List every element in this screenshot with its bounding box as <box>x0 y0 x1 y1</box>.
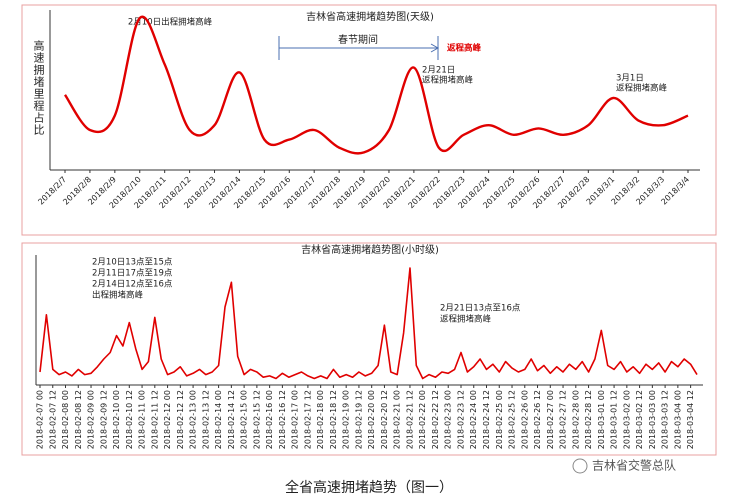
x-tick-label: 2018-02-22 00 <box>418 390 427 449</box>
x-tick-label: 2018-02-18 12 <box>329 390 338 449</box>
watermark-icon <box>572 458 588 474</box>
x-tick-label: 2018-02-12 00 <box>163 390 172 449</box>
annotation: 2月11日17点至19点 <box>92 269 173 279</box>
x-tick-label: 2018-02-26 00 <box>520 390 529 449</box>
x-tick-label: 2018-02-13 12 <box>201 390 210 449</box>
annotation: 春节期间 <box>338 33 378 46</box>
annotation: 返程高峰 <box>447 43 482 54</box>
x-tick-label: 2018-02-23 00 <box>444 390 453 449</box>
x-tick-label: 2018-02-09 00 <box>87 390 96 449</box>
x-tick-label: 2018-02-19 00 <box>342 390 351 449</box>
x-tick-label: 2018-02-13 00 <box>189 390 198 449</box>
x-tick-label: 2018-02-24 00 <box>469 390 478 449</box>
x-tick-label: 2018-03-03 00 <box>648 390 657 449</box>
x-tick-label: 2018-02-16 00 <box>265 390 274 449</box>
annotation: 返程拥堵高峰 <box>422 75 474 86</box>
x-tick-label: 2018-02-28 00 <box>571 390 580 449</box>
y-axis-label: 高速拥堵里程占比 <box>32 39 45 136</box>
annotation: 返程拥堵高峰 <box>616 83 668 94</box>
x-tick-label: 2018-02-22 12 <box>431 390 440 449</box>
annotation: 2月21日 <box>422 66 455 76</box>
x-tick-label: 2018-03-04 12 <box>686 390 695 449</box>
x-tick-label: 2018-02-17 12 <box>303 390 312 449</box>
x-tick-label: 2018-02-09 12 <box>99 390 108 449</box>
x-tick-label: 2018-02-21 00 <box>393 390 402 449</box>
x-tick-label: 2018-03-03 12 <box>661 390 670 449</box>
x-tick-label: 2018-02-07 12 <box>48 390 57 449</box>
x-tick-label: 2018-03-01 12 <box>610 390 619 449</box>
x-tick-label: 2018-02-25 00 <box>495 390 504 449</box>
bottom-frame <box>21 242 717 456</box>
x-tick-label: 2018-02-26 12 <box>533 390 542 449</box>
annotation: 2月14日12点至16点 <box>92 280 173 290</box>
x-tick-label: 2018-02-19 12 <box>354 390 363 449</box>
x-tick-label: 2018-02-18 00 <box>316 390 325 449</box>
x-tick-label: 2018-02-07 00 <box>36 390 45 449</box>
x-tick-label: 2018-03-01 00 <box>597 390 606 449</box>
annotation: 2月10日13点至15点 <box>92 258 173 268</box>
x-tick-label: 2018-02-23 12 <box>456 390 465 449</box>
x-tick-label: 2018-02-16 12 <box>278 390 287 449</box>
chart-title: 吉林省高速拥堵趋势图(小时级) <box>301 243 439 256</box>
x-tick-label: 2018-02-11 12 <box>150 390 159 449</box>
x-tick-label: 2018-02-10 12 <box>125 390 134 449</box>
x-tick-label: 2018-02-17 00 <box>291 390 300 449</box>
x-tick-label: 2018-03-02 00 <box>622 390 631 449</box>
caption: 全省高速拥堵趋势（图一） <box>285 479 453 496</box>
x-tick-label: 2018-02-25 12 <box>508 390 517 449</box>
x-tick-label: 2018-02-24 12 <box>482 390 491 449</box>
x-tick-label: 2018-02-28 12 <box>584 390 593 449</box>
line-series <box>63 15 689 155</box>
annotation: 出程拥堵高峰 <box>92 290 144 301</box>
x-tick-label: 2018-02-14 00 <box>214 390 223 449</box>
x-tick-label: 2018-03-04 00 <box>673 390 682 449</box>
x-tick-label: 2018-03-02 12 <box>635 390 644 449</box>
annotation: 3月1日 <box>616 74 644 84</box>
x-tick-label: 2018-02-20 12 <box>380 390 389 449</box>
x-tick-label: 2018-02-15 00 <box>240 390 249 449</box>
x-tick-label: 2018-02-21 12 <box>405 390 414 449</box>
x-tick-label: 2018-02-14 12 <box>227 390 236 449</box>
annotation: 返程拥堵高峰 <box>440 314 492 325</box>
arrow-head <box>430 43 440 53</box>
x-tick-label: 2018-02-27 12 <box>559 390 568 449</box>
chart-title: 吉林省高速拥堵趋势图(天级) <box>306 10 434 23</box>
x-tick-label: 2018-02-10 00 <box>112 390 121 449</box>
x-tick-label: 2018-02-27 00 <box>546 390 555 449</box>
x-tick-label: 2018-02-08 12 <box>74 390 83 449</box>
x-tick-label: 2018-02-20 00 <box>367 390 376 449</box>
line-series <box>39 267 698 380</box>
x-tick-label: 2018-02-12 12 <box>176 390 185 449</box>
x-tick-label: 2018-02-15 12 <box>252 390 261 449</box>
x-tick-label: 2018-02-08 00 <box>61 390 70 449</box>
watermark: 吉林省交警总队 <box>592 458 676 473</box>
annotation: 2月21日13点至16点 <box>440 304 521 314</box>
x-tick-label: 2018-02-11 00 <box>138 390 147 449</box>
annotation: 2月10日出程拥堵高峰 <box>128 17 213 28</box>
top-frame <box>21 4 717 236</box>
